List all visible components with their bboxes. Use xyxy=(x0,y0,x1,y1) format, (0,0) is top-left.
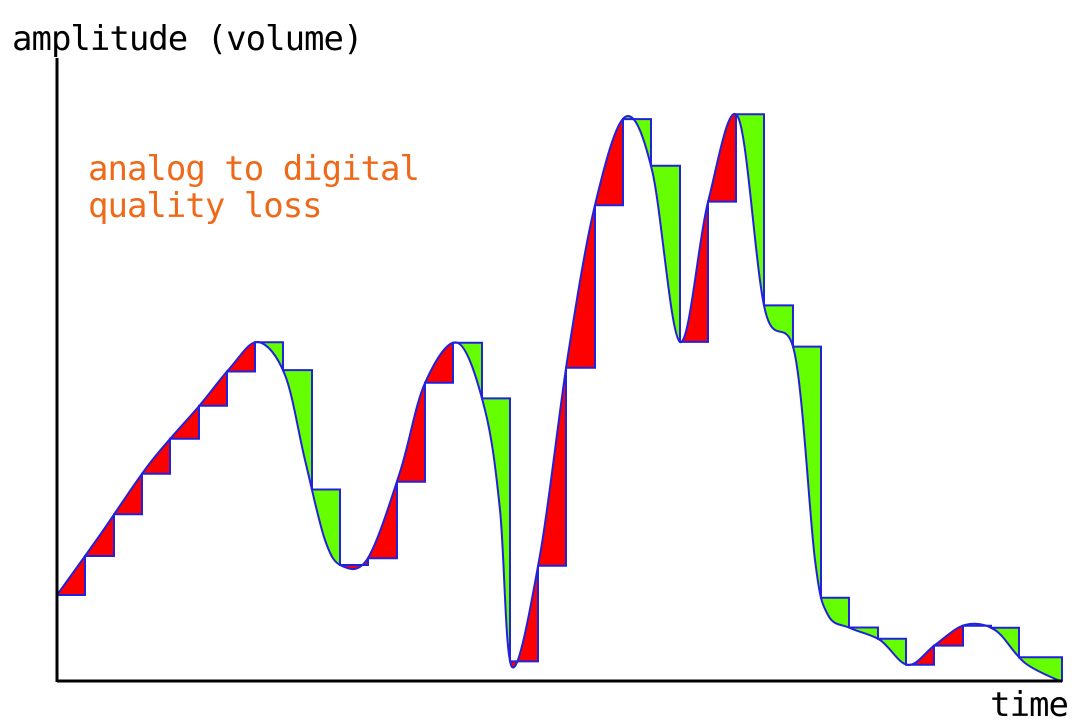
error-region-over xyxy=(793,346,821,598)
error-region-over xyxy=(482,398,510,662)
error-region-over xyxy=(283,370,312,490)
error-region-over xyxy=(821,597,849,628)
x-axis-label: time xyxy=(990,685,1068,720)
error-region-under xyxy=(510,565,538,668)
annotation-line-2: quality loss xyxy=(88,186,322,226)
error-region-over xyxy=(623,116,651,166)
error-region-over xyxy=(651,165,680,342)
error-region-over xyxy=(255,341,283,371)
error-region-under xyxy=(368,481,397,559)
error-region-over xyxy=(453,342,482,399)
error-region-under xyxy=(906,645,934,665)
error-region-over xyxy=(764,305,793,347)
error-region-under xyxy=(708,113,736,202)
error-region-over xyxy=(312,489,340,565)
error-region-under xyxy=(85,514,114,556)
error-region-under xyxy=(538,367,566,566)
error-region-over xyxy=(736,114,764,306)
error-region-under xyxy=(595,119,623,206)
quantized-staircase-signal xyxy=(57,113,1063,682)
error-region-under xyxy=(425,342,453,383)
error-region-over xyxy=(1019,657,1062,682)
error-region-over xyxy=(991,627,1019,658)
analog-signal-curve xyxy=(56,113,1063,683)
error-region-under xyxy=(680,201,708,343)
error-region-under xyxy=(170,405,199,439)
annotation-line-1: analog to digital xyxy=(88,149,419,189)
y-axis-label: amplitude (volume) xyxy=(12,19,362,59)
